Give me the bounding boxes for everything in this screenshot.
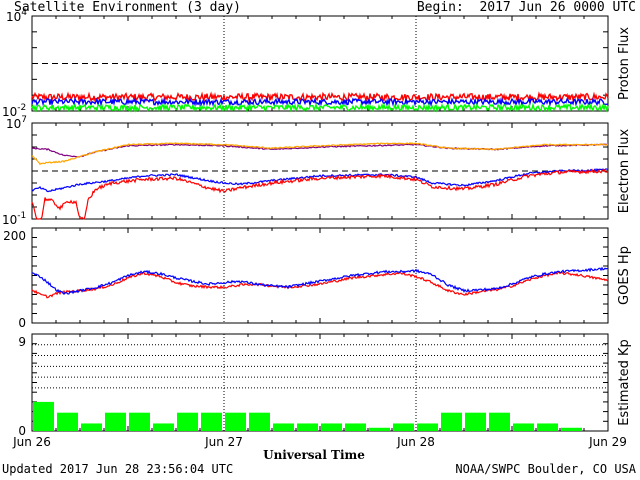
proton-series-blue — [31, 96, 609, 108]
kp-bar — [105, 412, 126, 431]
kp-bar — [465, 412, 486, 431]
x-tick-label: Jun 29 — [588, 435, 627, 449]
kp-bar — [33, 401, 54, 431]
kp-bar — [561, 427, 582, 431]
goes_hp-y-axis-label: GOES Hp — [617, 246, 632, 305]
goes_hp-y-tick-label: 0 — [18, 316, 26, 330]
kp-bar — [345, 423, 366, 431]
x-tick-label: Jun 27 — [204, 435, 243, 449]
electron-y-axis-label: Electron Flux — [617, 128, 632, 213]
electron-panel-frame — [31, 122, 609, 220]
x-axis-label: Universal Time — [263, 448, 365, 462]
goes_hp-panel-frame — [31, 227, 609, 324]
kp-bar — [129, 412, 150, 431]
goes_hp-series-blue — [31, 266, 608, 295]
kp-bar — [225, 412, 246, 431]
kp-bar — [177, 412, 198, 431]
kp-bar — [441, 412, 462, 431]
kp-bar — [81, 423, 102, 431]
proton-y-axis-label: Proton Flux — [617, 27, 632, 100]
kp-bar — [57, 412, 78, 431]
electron-series-blue — [31, 168, 608, 193]
credit-line: NOAA/SWPC Boulder, CO USA — [455, 462, 636, 476]
chart-title: Satellite Environment (3 day) — [14, 0, 241, 15]
kp-bar — [249, 412, 270, 431]
kp-bar — [153, 423, 174, 431]
kp-bar — [321, 423, 342, 431]
kp-y-axis-label: Estimated Kp — [617, 339, 632, 426]
kp-bar — [489, 412, 510, 431]
x-tick-label: Jun 26 — [12, 435, 51, 449]
kp-bar — [201, 412, 222, 431]
updated-timestamp: Updated 2017 Jun 28 23:56:04 UTC — [2, 462, 234, 476]
kp-bar — [393, 423, 414, 431]
begin-time: Begin: 2017 Jun 26 0000 UTC — [416, 0, 636, 15]
proton-y-tick-label: 10-2 — [2, 103, 26, 119]
electron-y-tick-label: 107 — [6, 115, 27, 131]
kp-bar — [537, 423, 558, 431]
proton-series-green — [31, 102, 609, 114]
electron-series-red — [31, 168, 609, 220]
kp-bar — [369, 427, 390, 431]
goes_hp-y-tick-label: 200 — [3, 229, 26, 243]
kp-bar — [417, 423, 438, 431]
kp-y-tick-label: 9 — [18, 335, 26, 349]
goes_hp-series-red — [31, 271, 609, 299]
kp-y-tick-label: 0 — [18, 424, 26, 438]
kp-bar — [513, 423, 534, 431]
electron-series-orange — [31, 141, 609, 166]
proton-series-red — [31, 91, 609, 104]
electron-y-tick-label: 10-1 — [2, 211, 26, 227]
kp-bar — [273, 423, 294, 431]
kp-bar — [297, 423, 318, 431]
proton-y-tick-label: 104 — [6, 8, 27, 24]
x-tick-label: Jun 28 — [396, 435, 435, 449]
